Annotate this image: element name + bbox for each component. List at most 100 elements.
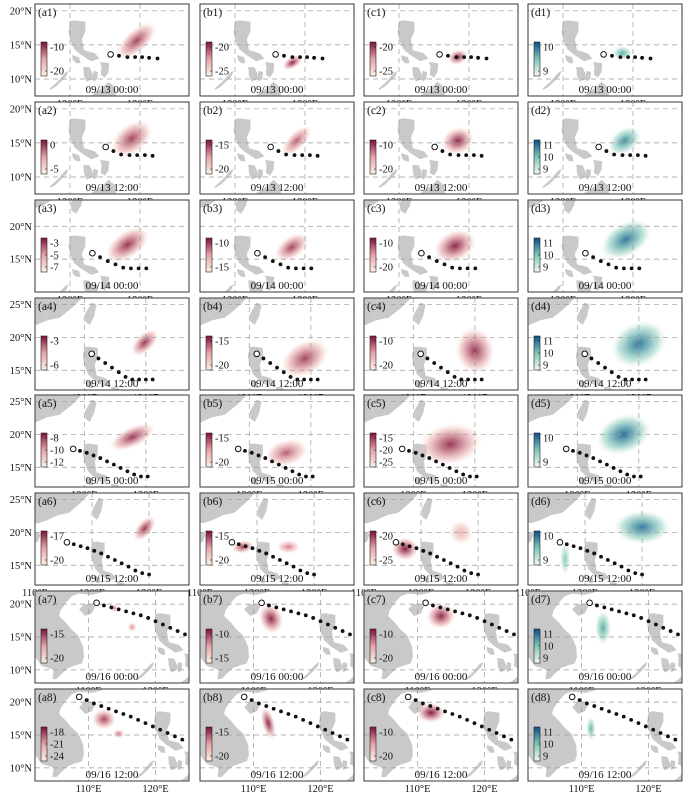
track-point (99, 704, 104, 708)
x-tick-label: 130°E (620, 197, 646, 208)
landmass (515, 636, 666, 685)
landmass (92, 497, 104, 520)
colorbar-tick-label: -20 (379, 361, 393, 372)
landmass (28, 312, 63, 331)
landmass (677, 653, 682, 669)
landmass (528, 298, 541, 326)
panel-label: (d5) (531, 398, 550, 410)
track-point (105, 459, 109, 464)
landmass (483, 226, 500, 239)
map-background (363, 3, 519, 97)
landmass (251, 477, 259, 485)
map-content (200, 689, 354, 781)
track-point (282, 53, 286, 58)
track-point (132, 472, 137, 477)
track-point (465, 717, 470, 722)
timestamp-label: 09/14 00:00 (415, 280, 468, 292)
landmass (341, 662, 348, 673)
landmass (401, 269, 410, 277)
landmass (200, 531, 206, 543)
colorbar (369, 139, 377, 175)
landmass (281, 581, 289, 585)
landmass (35, 493, 90, 516)
x-tick-label: 120°E (471, 784, 497, 795)
map-background (34, 688, 190, 782)
track-point (98, 255, 102, 260)
x-tick-label: 130°E (465, 588, 491, 599)
map-content (35, 395, 189, 487)
landmass (564, 73, 577, 96)
track-point (469, 55, 473, 60)
landmass (180, 675, 189, 683)
landmass (96, 391, 104, 406)
track-start-marker (63, 538, 71, 546)
map-background (363, 492, 519, 586)
track-point (330, 731, 335, 735)
landmass (413, 295, 445, 321)
map-background (199, 688, 355, 782)
landmass (583, 541, 609, 582)
map-border (34, 3, 190, 97)
track-start-marker (568, 693, 576, 701)
x-tick-label: 130°E (456, 197, 482, 208)
track-point (577, 698, 582, 703)
track-point (271, 554, 275, 559)
landmass (68, 118, 100, 160)
landmass (259, 187, 357, 301)
map-background (363, 199, 519, 293)
track-point (458, 266, 462, 271)
landmass (412, 66, 422, 82)
timestamp-label: 09/15 12:00 (579, 573, 632, 585)
landmass (0, 187, 28, 301)
track-point (113, 262, 118, 267)
track-point (173, 734, 177, 739)
track-point (126, 564, 131, 569)
map-content (35, 591, 189, 683)
track-point (432, 361, 437, 365)
colorbar (533, 41, 541, 77)
track-point (443, 709, 447, 714)
landmass (388, 284, 398, 292)
track-point (290, 55, 295, 60)
landmass (521, 312, 556, 331)
track-start-marker (417, 350, 424, 358)
track-point (295, 377, 300, 382)
landmass (72, 269, 81, 277)
source-heat-blob (277, 540, 300, 554)
track-point (281, 370, 286, 375)
colorbar-tick-label: 9 (543, 67, 548, 78)
track-point (479, 377, 484, 382)
landmass (586, 575, 594, 583)
landmass (444, 788, 478, 800)
track-point (445, 607, 450, 612)
track-point (484, 56, 489, 61)
landmass (351, 538, 502, 587)
landmass (237, 269, 246, 277)
track-point (599, 554, 603, 559)
landmass (593, 159, 603, 176)
panel-label: (b7) (203, 594, 222, 606)
track-point (180, 737, 185, 742)
source-heat-blob (447, 49, 468, 66)
landmass (233, 235, 265, 275)
map-content (200, 493, 354, 585)
track-point (489, 622, 494, 627)
landmass (577, 399, 590, 422)
landmass (248, 164, 258, 180)
y-tick-label: 10°N (10, 665, 33, 676)
landmass (378, 168, 398, 188)
track-point (305, 571, 310, 576)
landmass (244, 701, 261, 714)
x-tick-label: 120°E (564, 393, 590, 404)
track-point (454, 469, 459, 474)
landmass (418, 81, 445, 96)
track-point (661, 625, 666, 630)
track-point (452, 374, 457, 379)
track-point (310, 474, 315, 479)
landmass (184, 751, 189, 767)
